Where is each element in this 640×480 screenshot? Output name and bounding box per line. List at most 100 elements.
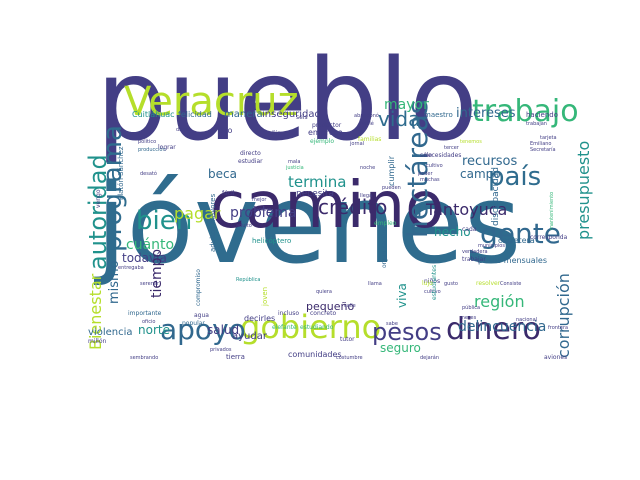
word-oficio: oficio	[142, 318, 156, 325]
word-sembrando: sembrando	[130, 354, 159, 361]
word-pesos: pesos	[372, 317, 442, 346]
word-gusto: gusto	[444, 280, 458, 287]
word-vengo: vengo	[95, 189, 102, 208]
word-pesos-mensuales: pesos mensuales	[478, 256, 548, 266]
word-costumbre: costumbre	[336, 354, 363, 361]
word-quiera: quiera	[316, 288, 332, 295]
word-pueblo: pueblo	[96, 35, 478, 166]
word-trabajo: trabajo	[472, 93, 579, 129]
word-publica: pública	[462, 304, 481, 311]
word-bien: bien	[136, 205, 193, 236]
word-cuitlahuac: Cuitláhuac	[132, 110, 175, 120]
word-cumplir: cumplir	[387, 155, 396, 186]
word-violencia: violencia	[88, 326, 133, 338]
word-adultos-mayores: adultos mayores	[209, 193, 217, 252]
word-familias: familias	[358, 135, 382, 143]
word-beca: beca	[208, 166, 237, 181]
word-haciendo: haciendo	[526, 111, 558, 120]
word-seguro: seguro	[380, 340, 421, 355]
word-emiliano: Emiliano	[530, 140, 552, 147]
word-tiempo: tiempo	[149, 248, 165, 298]
word-corrupcion: corrupción	[554, 273, 573, 358]
word-solo: sólo	[420, 151, 433, 159]
word-mala: mala	[288, 158, 301, 165]
word-popular: popular	[182, 319, 205, 327]
word-presupuesto: presupuesto	[574, 140, 593, 240]
word-manera: manera	[224, 108, 263, 120]
word-sabe: sabe	[386, 320, 398, 327]
word-frontera: frontera	[548, 324, 569, 331]
word-ayudar: ayudar	[232, 330, 267, 342]
word-empresa: empresa	[308, 128, 343, 138]
word-empleo: empleo	[374, 219, 397, 227]
word-tierra: tierra	[226, 353, 245, 362]
word-decirles: decirles	[244, 314, 276, 324]
word-politico: político	[138, 138, 157, 145]
word-autoridad: autoridad	[84, 154, 112, 270]
word-vida: vida	[378, 107, 421, 131]
word-tenemos: tenemos	[460, 138, 482, 145]
word-llama: llama	[368, 280, 382, 287]
word-incluso: incluso	[278, 309, 300, 317]
word-gente: gente	[480, 217, 561, 251]
word-directo: directo	[240, 149, 261, 157]
word-cultivo-2: cultivo	[424, 288, 441, 295]
word-ejemplo: ejemplo	[310, 137, 335, 145]
word-necesita: necesita	[296, 189, 334, 200]
word-dijo-1: dijo	[218, 126, 233, 136]
word-helicoptero: helicóptero	[252, 237, 292, 246]
word-todavia: todavía	[122, 250, 167, 265]
word-estudiando: estudiando	[300, 323, 334, 331]
word-tantoyuca: Tantoyuca	[426, 200, 508, 220]
word-compromiso: compromiso	[195, 269, 202, 306]
word-importante: importante	[128, 309, 162, 317]
word-discapacidad: discapacidad	[491, 167, 501, 226]
word-jornal: jornal	[350, 140, 365, 147]
word-termina: termina	[288, 173, 347, 192]
word-salud: salud	[207, 322, 240, 337]
word-deseo: desató	[140, 170, 157, 177]
word-dejaran: dejarán	[420, 354, 439, 361]
word-privados: privados	[210, 346, 232, 353]
word-elefante: elefante	[272, 323, 297, 331]
word-consiste: Consiste	[500, 280, 522, 287]
word-region: región	[474, 292, 525, 312]
word-pagar: pagar	[174, 204, 221, 224]
word-intereses: intereses	[456, 105, 516, 121]
word-llega: llega	[360, 192, 373, 199]
word-justicia: justicia	[286, 164, 304, 171]
word-apoyo: apoyo	[160, 313, 246, 347]
word-nacional: nacional	[516, 316, 538, 323]
word-poder: poder	[418, 170, 433, 177]
word-aviones: aviones	[544, 353, 568, 361]
word-veracruz: Veracruz	[124, 79, 299, 125]
word-primero: primero	[252, 206, 272, 213]
word-inseguridad: inseguridad	[262, 108, 321, 120]
word-necesidades: necesidades	[424, 151, 462, 159]
word-platon-sanchez: Platón Sánchez	[117, 146, 125, 200]
word-problema: problema	[230, 205, 297, 222]
word-meses: meses	[460, 314, 477, 321]
word-cultivo: cultivo	[426, 162, 443, 169]
word-calle: calle	[344, 302, 356, 309]
word-hecho: hecho	[434, 224, 471, 239]
word-campo: campo	[460, 166, 501, 181]
word-camino: camino	[210, 168, 445, 243]
word-millon: millón	[88, 337, 107, 345]
word-tercer: tercer	[444, 144, 459, 151]
word-cuanto: cuánto	[126, 237, 175, 254]
word-recursos: recursos	[462, 153, 518, 169]
word-municipios: municipios	[478, 242, 505, 249]
word-produccion: producción	[138, 146, 166, 153]
word-muchas: muchas	[420, 176, 440, 183]
word-gobierno: gobierno	[240, 307, 382, 346]
word-ninos: niños	[424, 277, 441, 285]
word-lograr: lograr	[158, 143, 176, 151]
word-corresponda: corresponda	[530, 233, 568, 241]
word-productor: productor	[312, 121, 342, 129]
word-pueden: pueden	[382, 184, 401, 191]
word-secretaria: Secretaría	[530, 146, 556, 153]
word-delincuencia: delincuencia	[458, 319, 547, 336]
word-joven: joven	[261, 286, 269, 306]
